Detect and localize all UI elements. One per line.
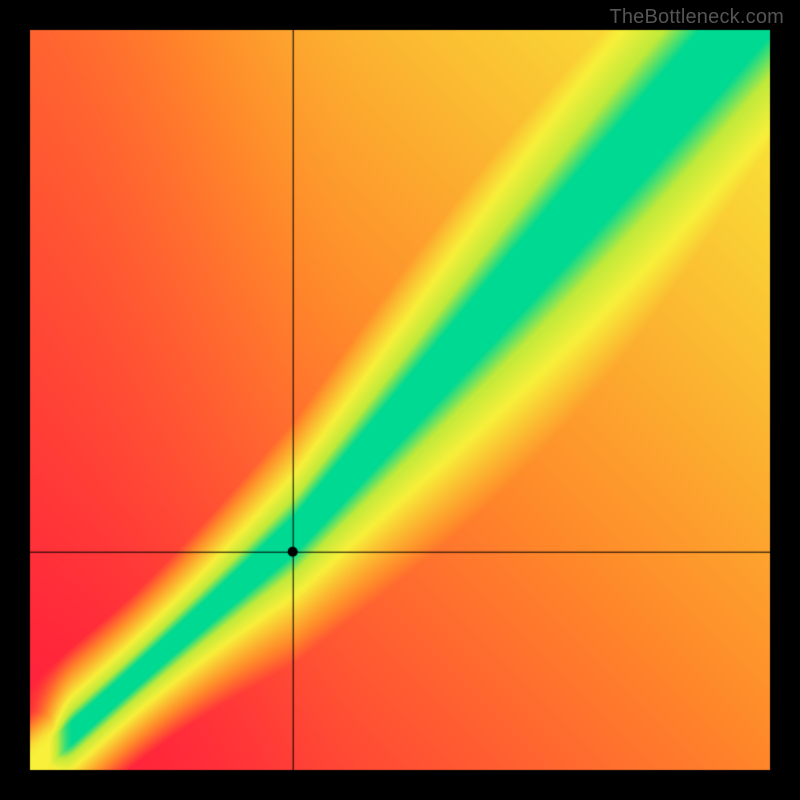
watermark-text: TheBottleneck.com bbox=[609, 6, 784, 29]
chart-container: TheBottleneck.com bbox=[0, 0, 800, 800]
heatmap-canvas bbox=[0, 0, 800, 800]
